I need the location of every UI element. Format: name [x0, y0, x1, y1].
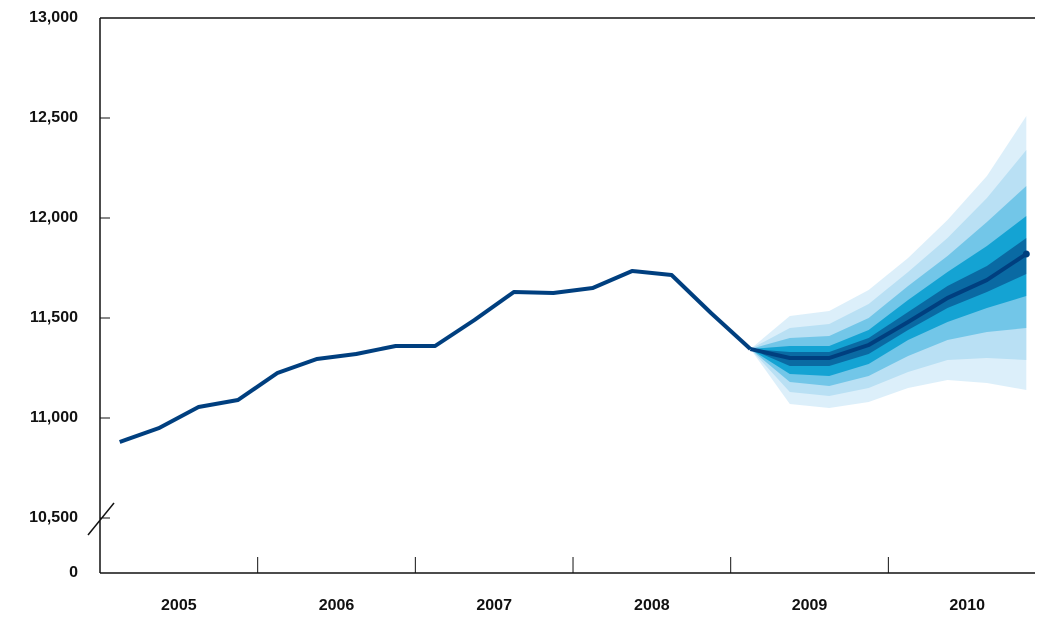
end-dot: [1022, 250, 1030, 258]
projection-line: [749, 252, 1028, 360]
y-tick-label: 11,500: [30, 309, 78, 326]
y-tick-label: 12,500: [29, 109, 78, 126]
axis-break: [87, 502, 115, 536]
fan-band: [750, 186, 1027, 386]
x-tick-label: 2008: [634, 597, 670, 614]
y-tick-label: 12,000: [29, 209, 78, 226]
y-tick-label: 10,500: [29, 509, 78, 526]
x-tick-label: 2010: [949, 597, 985, 614]
fan-band: [750, 238, 1027, 366]
y-tick-label: 0: [69, 564, 78, 581]
x-tick-label: 2006: [319, 597, 355, 614]
y-tick-label: 11,000: [30, 409, 78, 426]
x-tick-label: 2005: [161, 597, 197, 614]
y-tick-label: 13,000: [29, 9, 78, 26]
x-tick-label: 2009: [792, 597, 828, 614]
x-tick-label: 2007: [476, 597, 512, 614]
history-line: [119, 269, 752, 444]
